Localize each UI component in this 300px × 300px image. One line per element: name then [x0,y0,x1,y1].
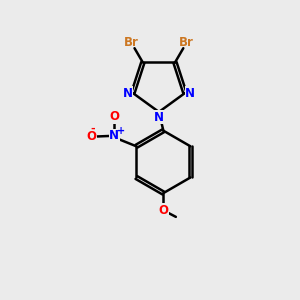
Text: +: + [117,125,125,136]
Text: N: N [185,87,195,100]
Text: O: O [87,130,97,143]
Text: N: N [154,111,164,124]
Text: Br: Br [179,36,194,50]
Text: -: - [90,124,95,134]
Text: N: N [123,87,133,100]
Text: O: O [110,110,119,123]
Text: O: O [158,204,168,217]
Text: N: N [110,129,119,142]
Text: Br: Br [124,36,139,50]
